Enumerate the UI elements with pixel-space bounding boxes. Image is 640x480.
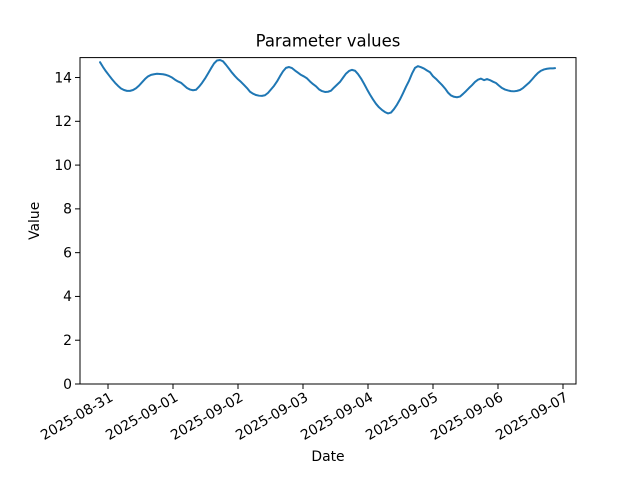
y-axis-label: Value xyxy=(27,202,43,240)
y-tick-label: 14 xyxy=(54,70,72,86)
y-tick-label: 4 xyxy=(63,289,72,305)
y-tick-label: 6 xyxy=(63,245,72,261)
y-tick-label: 12 xyxy=(54,114,72,130)
chart-title: Parameter values xyxy=(256,32,401,51)
x-axis-label: Date xyxy=(311,449,344,465)
y-tick-label: 0 xyxy=(63,377,72,393)
y-axis-ticks: 0 2 4 6 8 10 12 14 xyxy=(54,70,80,393)
axes-spines xyxy=(79,57,577,385)
y-tick-label: 8 xyxy=(63,202,72,218)
y-tick-label: 10 xyxy=(54,158,72,174)
data-line xyxy=(99,59,557,115)
y-tick-label: 2 xyxy=(63,333,72,349)
